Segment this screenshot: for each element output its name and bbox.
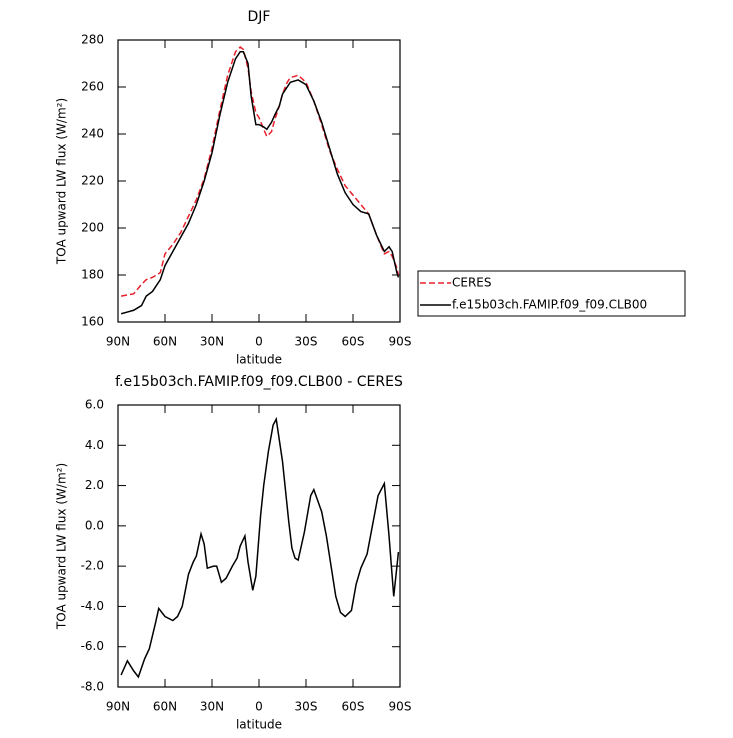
y-tick-label: 0.0 — [85, 518, 104, 532]
x-tick-label: 30S — [295, 700, 318, 714]
y-tick-label: 4.0 — [85, 438, 104, 452]
x-tick-label: 90N — [106, 335, 130, 349]
y-tick-label: 160 — [81, 315, 104, 329]
y-tick-label: -4.0 — [81, 599, 104, 613]
y-tick-label: 180 — [81, 268, 104, 282]
legend-label: CERES — [452, 276, 492, 290]
x-tick-label: 90N — [106, 700, 130, 714]
y-tick-label: 280 — [81, 33, 104, 47]
plot-frame — [117, 404, 401, 688]
data-line — [120, 51, 400, 315]
y-tick-label: 240 — [81, 127, 104, 141]
data-line — [120, 46, 400, 297]
y-tick-label: -8.0 — [81, 680, 104, 694]
x-tick-label: 90S — [389, 335, 412, 349]
y-tick-label: 220 — [81, 174, 104, 188]
chart-title: DJF — [248, 9, 271, 25]
x-tick-label: 60N — [153, 335, 177, 349]
x-tick-label: 0 — [255, 700, 263, 714]
x-tick-label: 60S — [342, 700, 365, 714]
x-tick-label: 90S — [389, 700, 412, 714]
y-tick-label: 2.0 — [85, 478, 104, 492]
x-tick-label: 60N — [153, 700, 177, 714]
x-axis-label: latitude — [236, 718, 282, 732]
y-axis-label: TOA upward LW flux (W/m²) — [55, 463, 69, 630]
x-tick-label: 30N — [200, 700, 224, 714]
legend-box — [417, 270, 686, 317]
y-tick-label: -6.0 — [81, 639, 104, 653]
y-tick-label: 200 — [81, 221, 104, 235]
legend-label: f.e15b03ch.FAMIP.f09_f09.CLB00 — [452, 298, 647, 312]
y-tick-label: -2.0 — [81, 559, 104, 573]
y-tick-label: 6.0 — [85, 398, 104, 412]
chart-title: f.e15b03ch.FAMIP.f09_f09.CLB00 - CERES — [115, 374, 403, 390]
x-tick-label: 30S — [295, 335, 318, 349]
y-tick-label: 260 — [81, 80, 104, 94]
x-tick-label: 60S — [342, 335, 365, 349]
x-tick-label: 30N — [200, 335, 224, 349]
x-axis-label: latitude — [236, 353, 282, 367]
plot-frame — [117, 39, 401, 323]
x-tick-label: 0 — [255, 335, 263, 349]
y-axis-label: TOA upward LW flux (W/m²) — [55, 98, 69, 265]
data-line — [120, 416, 400, 679]
